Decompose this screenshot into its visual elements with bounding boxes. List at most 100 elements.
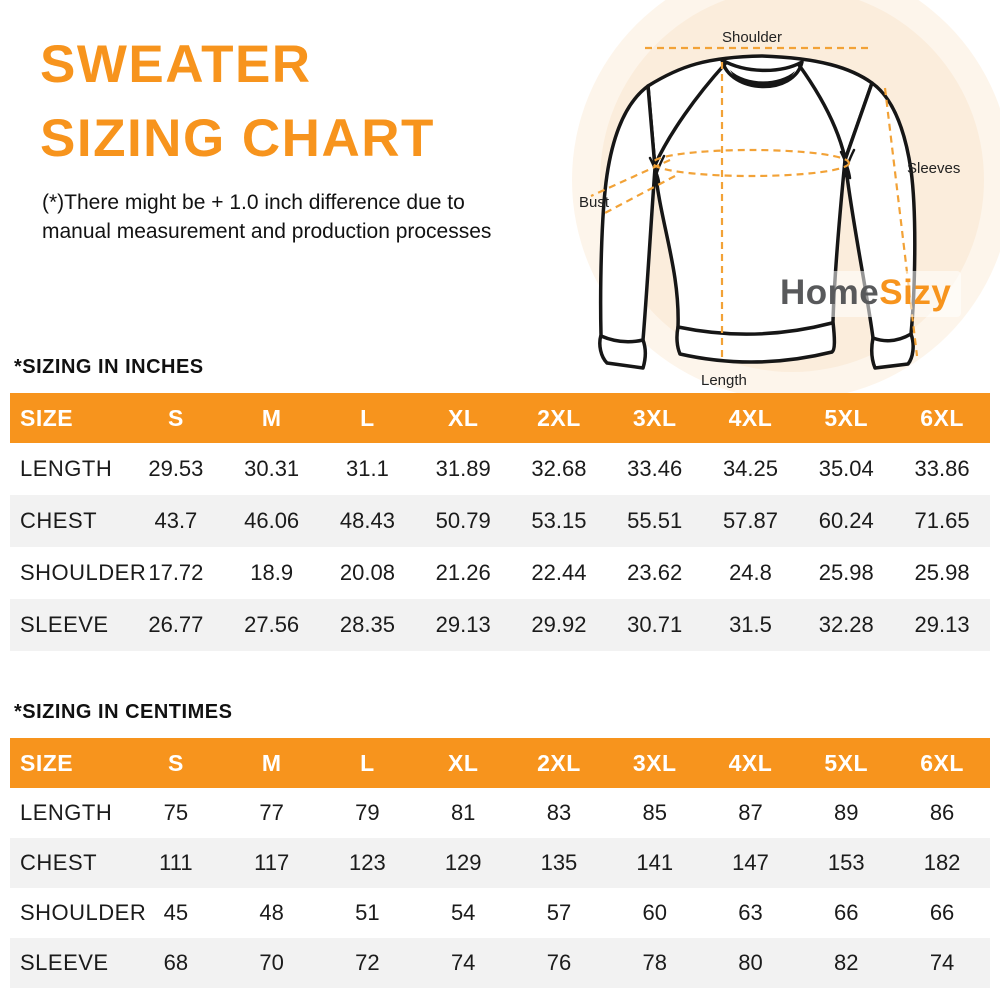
size-value-cell: 34.25	[722, 456, 778, 481]
size-value-cell: 31.5	[729, 612, 772, 637]
size-value-cell: 74	[450, 950, 476, 975]
brand-logo-home: Home	[780, 273, 880, 312]
table-row-length: LENGTH 75 77 79 81 83 85 87 89 86	[10, 788, 990, 838]
size-value-cell: 29.92	[531, 612, 587, 637]
page-title-line1: SWEATER	[40, 35, 312, 94]
size-value-cell: 51	[355, 900, 380, 925]
size-value-cell: 135	[540, 850, 578, 875]
size-value-cell: 31.1	[346, 456, 389, 481]
column-header-5xl: 5XL	[798, 393, 895, 443]
size-value-cell: 123	[349, 850, 386, 875]
bust-label: Bust	[579, 194, 610, 211]
column-header-m: M	[223, 738, 320, 788]
size-value-cell: 18.9	[250, 560, 294, 585]
size-value-cell: 31.89	[435, 456, 491, 481]
bust-pointer-line-1	[590, 158, 671, 198]
size-value-cell: 129	[444, 850, 482, 875]
size-value-cell: 20.08	[339, 560, 395, 585]
column-header-4xl: 4XL	[702, 738, 799, 788]
size-value-cell: 23.62	[627, 560, 683, 585]
column-header-3xl: 3XL	[606, 393, 703, 443]
column-header-3xl: 3XL	[606, 738, 703, 788]
size-value-cell: 22.44	[531, 560, 587, 585]
size-value-cell: 72	[355, 950, 380, 975]
centimeters-table-title: *SIZING IN CENTIMES	[14, 701, 233, 723]
size-value-cell: 29.13	[914, 612, 970, 637]
sweater-left-sleeve	[598, 84, 657, 370]
size-value-cell: 182	[923, 850, 961, 875]
sweater-waistband-line	[676, 321, 834, 336]
size-value-cell: 33.86	[914, 456, 970, 481]
size-value-cell: 25.98	[914, 560, 970, 585]
size-value-cell: 54	[450, 900, 476, 925]
size-value-cell: 147	[732, 850, 769, 875]
size-value-cell: 17.72	[148, 560, 204, 585]
column-header-m: M	[223, 393, 320, 443]
column-header-size: SIZE	[10, 738, 128, 788]
size-value-cell: 80	[738, 950, 763, 975]
size-value-cell: 35.04	[818, 456, 874, 481]
size-value-cell: 48	[259, 900, 284, 925]
size-value-cell: 57	[546, 900, 572, 925]
column-header-6xl: 6XL	[894, 738, 990, 788]
size-value-cell: 74	[929, 950, 955, 975]
size-value-cell: 30.71	[627, 612, 683, 637]
size-value-cell: 81	[450, 800, 476, 825]
size-value-cell: 78	[642, 950, 667, 975]
column-header-xl: XL	[415, 738, 512, 788]
left-raglan-seam	[653, 62, 727, 167]
size-value-cell: 46.06	[244, 508, 300, 533]
inches-table-title: *SIZING IN INCHES	[14, 356, 204, 378]
brand-logo-sizy: Sizy	[879, 273, 952, 312]
size-value-cell: 30.31	[244, 456, 300, 481]
length-label: Length	[701, 372, 747, 389]
size-value-cell: 21.26	[435, 560, 491, 585]
size-value-cell: 32.68	[531, 456, 587, 481]
size-value-cell: 86	[929, 800, 955, 825]
header-row: SIZE S M L XL 2XL 3XL 4XL 5XL 6XL	[10, 393, 990, 443]
shoulder-label: Shoulder	[722, 29, 782, 46]
disclaimer-text: (*)There might be + 1.0 inch difference …	[42, 188, 491, 246]
centimeters-table: SIZE S M L XL 2XL 3XL 4XL 5XL 6XL LENGTH 75 77 79 81 83…	[10, 738, 990, 988]
table-row-sleeve: SLEEVE 68 70 72 74 76 78 80 82 74	[10, 938, 990, 988]
inches-table: SIZE S M L XL 2XL 3XL 4XL 5XL 6XL LENGTH 29.53 30.31…	[10, 393, 990, 651]
bust-pointer-line-2	[602, 175, 676, 215]
size-value-cell: 85	[642, 800, 667, 825]
size-value-cell: 66	[929, 900, 955, 925]
header-row: SIZE S M L XL 2XL 3XL 4XL 5XL 6XL	[10, 738, 990, 788]
column-header-s: S	[128, 738, 224, 788]
size-value-cell: 53.15	[531, 508, 587, 533]
size-value-cell: 50.79	[435, 508, 491, 533]
brand-logo: HomeSizy	[770, 271, 962, 317]
sweater-illustration-svg: Shoulder Bust Sleeves Length	[572, 0, 1000, 400]
left-cuff-line	[599, 334, 645, 344]
row-label: SLEEVE	[20, 950, 109, 975]
size-value-cell: 70	[259, 950, 284, 975]
size-value-cell: 60.24	[818, 508, 874, 533]
disclaimer-line2: manual measurement and production proces…	[42, 220, 492, 243]
size-value-cell: 60	[642, 900, 667, 925]
size-value-cell: 26.77	[148, 612, 204, 637]
size-value-cell: 43.7	[154, 508, 198, 533]
disclaimer-line1: (*)There might be + 1.0 inch difference …	[42, 191, 465, 214]
column-header-s: S	[128, 393, 224, 443]
size-value-cell: 28.35	[339, 612, 395, 637]
row-label: CHEST	[20, 508, 98, 533]
column-header-l: L	[319, 738, 416, 788]
collar-shadow	[730, 70, 795, 88]
right-raglan-seam	[797, 63, 847, 160]
column-header-l: L	[319, 393, 416, 443]
size-value-cell: 82	[834, 950, 859, 975]
centimeters-section: *SIZING IN CENTIMES SIZE S M L XL 2XL 3XL 4XL 5X…	[10, 700, 990, 988]
size-value-cell: 83	[546, 800, 572, 825]
column-header-2xl: 2XL	[511, 738, 607, 788]
table-row-shoulder: SHOULDER 45 48 51 54 57 60 63 66 66	[10, 888, 990, 938]
size-value-cell: 55.51	[627, 508, 683, 533]
size-value-cell: 66	[834, 900, 859, 925]
page-title-line2: SIZING CHART	[40, 109, 435, 168]
sweater-diagram: Shoulder Bust Sleeves Length	[555, 0, 1000, 400]
bust-measure-ellipse	[651, 148, 851, 178]
size-value-cell: 33.46	[627, 456, 683, 481]
column-header-4xl: 4XL	[702, 393, 799, 443]
size-value-cell: 68	[163, 950, 189, 975]
